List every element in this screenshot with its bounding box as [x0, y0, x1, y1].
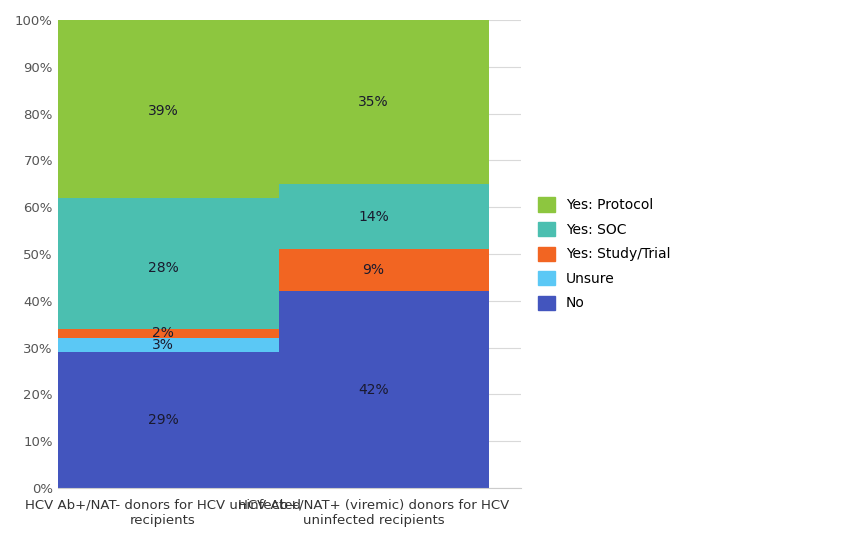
Bar: [258, 249, 489, 292]
Text: 3%: 3%: [152, 338, 174, 352]
Text: 29%: 29%: [147, 413, 178, 427]
Text: 14%: 14%: [358, 210, 389, 223]
Text: 28%: 28%: [147, 261, 178, 275]
Text: 35%: 35%: [359, 95, 389, 109]
Legend: Yes: Protocol, Yes: SOC, Yes: Study/Trial, Unsure, No: Yes: Protocol, Yes: SOC, Yes: Study/Tria…: [533, 192, 675, 316]
Text: 39%: 39%: [147, 104, 178, 118]
Bar: [48, 198, 279, 329]
Bar: [48, 352, 279, 488]
Text: 9%: 9%: [363, 263, 385, 278]
Bar: [48, 329, 279, 338]
Bar: [48, 15, 279, 198]
Bar: [258, 184, 489, 249]
Text: 2%: 2%: [152, 326, 174, 340]
Bar: [258, 292, 489, 488]
Text: 42%: 42%: [359, 383, 389, 397]
Bar: [48, 338, 279, 352]
Bar: [258, 20, 489, 184]
